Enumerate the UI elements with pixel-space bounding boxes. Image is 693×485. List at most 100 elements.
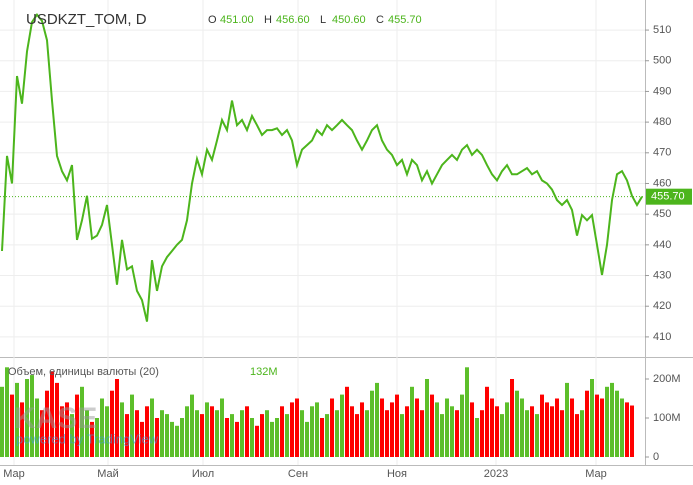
volume-bar [540, 394, 544, 457]
volume-bar [190, 394, 194, 457]
volume-bar [60, 406, 64, 457]
volume-bar [250, 417, 254, 457]
volume-bar [385, 410, 389, 457]
volume-bar [220, 398, 224, 457]
x-tick-label: Май [97, 468, 119, 480]
y-tick-label: 450 [653, 208, 671, 220]
volume-bar [180, 417, 184, 457]
volume-bar [150, 398, 154, 457]
ohlc-label: H [264, 14, 272, 26]
volume-bar [70, 414, 74, 457]
volume-bar [555, 398, 559, 457]
y-tick-label: 510 [653, 24, 671, 36]
y-tick-label: 420 [653, 300, 671, 312]
volume-bar [530, 406, 534, 457]
volume-bar [185, 406, 189, 457]
watermark-sub: powered by TradingView [16, 431, 159, 446]
volume-bar [575, 414, 579, 457]
volume-bar [270, 421, 274, 457]
y-tick-label: 410 [653, 331, 671, 343]
volume-bar [305, 421, 309, 457]
volume-bar [0, 386, 4, 457]
volume-bar [380, 398, 384, 457]
volume-bar [15, 382, 19, 457]
volume-bar [570, 398, 574, 457]
volume-bar [285, 414, 289, 457]
volume-bar [110, 390, 114, 457]
ohlc-label: C [376, 14, 384, 26]
volume-bar [170, 421, 174, 457]
volume-bar [515, 390, 519, 457]
y-tick-label: 470 [653, 147, 671, 159]
volume-bar [325, 414, 329, 457]
symbol-title[interactable]: USDKZT_TOM, D [26, 11, 147, 28]
volume-bar [435, 402, 439, 457]
volume-bar [310, 406, 314, 457]
volume-bar [175, 425, 179, 457]
volume-bar [280, 406, 284, 457]
volume-bar [340, 394, 344, 457]
volume-bar [490, 398, 494, 457]
y-tick-label: 200M [653, 373, 681, 385]
volume-bar [535, 414, 539, 457]
volume-bar [505, 402, 509, 457]
volume-bar [460, 394, 464, 457]
volume-bar [420, 410, 424, 457]
volume-bar [330, 398, 334, 457]
volume-bar [40, 410, 44, 457]
y-tick-label: 0 [653, 451, 659, 463]
volume-bar [605, 386, 609, 457]
volume-bar [205, 402, 209, 457]
volume-bar [100, 398, 104, 457]
volume-bar [440, 414, 444, 457]
ohlc-value: 450.60 [332, 14, 366, 26]
ohlc-value: 451.00 [220, 14, 254, 26]
volume-bar [345, 386, 349, 457]
volume-bar [500, 414, 504, 457]
y-tick-label: 430 [653, 269, 671, 281]
volume-bar [475, 417, 479, 457]
volume-bar [405, 406, 409, 457]
volume-bar [95, 417, 99, 457]
volume-bar [415, 398, 419, 457]
volume-bar [80, 386, 84, 457]
volume-bar [360, 402, 364, 457]
volume-bar [445, 398, 449, 457]
volume-bar [145, 406, 149, 457]
volume-bar [525, 410, 529, 457]
volume-bar [365, 410, 369, 457]
volume-bar [135, 410, 139, 457]
volume-bar [450, 406, 454, 457]
volume-bar [485, 386, 489, 457]
volume-bar [425, 378, 429, 457]
volume-bar [130, 394, 134, 457]
x-tick-label: Мар [585, 468, 607, 480]
volume-bar [520, 398, 524, 457]
volume-bar [65, 402, 69, 457]
volume-bar [25, 378, 29, 457]
volume-bar [395, 394, 399, 457]
volume-bar [355, 414, 359, 457]
last-price-label: 455.70 [651, 191, 685, 203]
volume-bar [30, 375, 34, 457]
volume-title: Объем, единицы валюты (20) [8, 366, 159, 378]
volume-bar [155, 417, 159, 457]
volume-bar [225, 417, 229, 457]
y-tick-label: 480 [653, 116, 671, 128]
volume-bar [315, 402, 319, 457]
x-tick-label: Ноя [387, 468, 407, 480]
volume-bar [245, 406, 249, 457]
y-tick-label: 100M [653, 412, 681, 424]
price-line [1, 13, 643, 322]
volume-bar [595, 394, 599, 457]
volume-bar [470, 402, 474, 457]
y-tick-label: 440 [653, 239, 671, 251]
volume-bar [620, 398, 624, 457]
volume-bar [565, 382, 569, 457]
volume-bar [335, 410, 339, 457]
volume-bar [120, 402, 124, 457]
volume-bar [610, 382, 614, 457]
volume-bar [585, 390, 589, 457]
volume-bar [75, 394, 79, 457]
volume-bar [545, 402, 549, 457]
